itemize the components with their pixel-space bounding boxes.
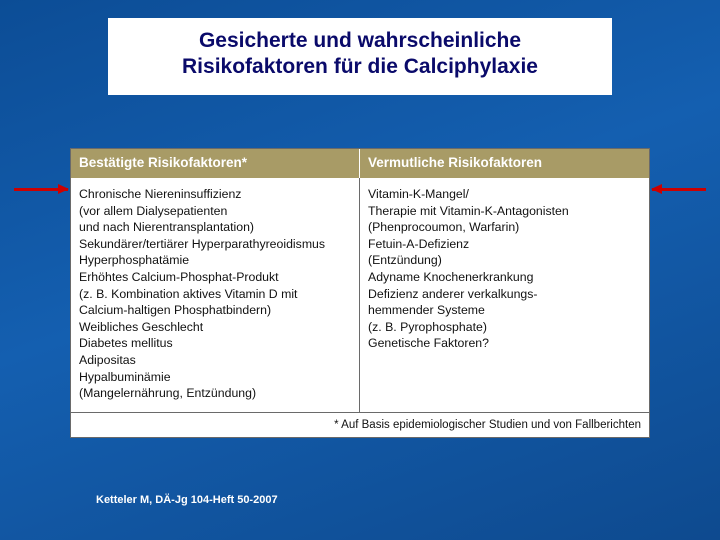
title-line-1: Gesicherte und wahrscheinliche — [199, 29, 521, 52]
table-footnote: * Auf Basis epidemiologischer Studien un… — [71, 412, 649, 437]
table-cell-line: Erhöhtes Calcium-Phosphat-Produkt — [79, 269, 351, 286]
table-cell-line: (Mangelernährung, Entzündung) — [79, 385, 351, 402]
table-header-row: Bestätigte Risikofaktoren* Vermutliche R… — [71, 149, 649, 178]
table-cell-line: Hypalbuminämie — [79, 369, 351, 386]
slide-title-box: Gesicherte und wahrscheinliche Risikofak… — [108, 18, 612, 95]
table-cell-line: Adyname Knochenerkrankung — [368, 269, 641, 286]
table-cell-line: Calcium-haltigen Phosphatbindern) — [79, 302, 351, 319]
table-cell-line: Defizienz anderer verkalkungs- — [368, 286, 641, 303]
citation-text: Ketteler M, DÄ-Jg 104-Heft 50-2007 — [96, 494, 278, 506]
table-cell-line: Fetuin-A-Defizienz — [368, 236, 641, 253]
table-cell-line: Sekundärer/tertiärer Hyperparathyreoidis… — [79, 236, 351, 253]
table-cell-line: (vor allem Dialysepatienten — [79, 203, 351, 220]
highlight-arrow-right — [652, 188, 706, 191]
table-cell-line: Diabetes mellitus — [79, 335, 351, 352]
header-col-confirmed: Bestätigte Risikofaktoren* — [71, 149, 360, 178]
col-confirmed: Chronische Niereninsuffizienz(vor allem … — [71, 178, 360, 412]
slide-title: Gesicherte und wahrscheinliche Risikofak… — [122, 28, 598, 81]
table-cell-line: Weibliches Geschlecht — [79, 319, 351, 336]
table-cell-line: Genetische Faktoren? — [368, 335, 641, 352]
table-cell-line: (Entzündung) — [368, 252, 641, 269]
table-cell-line: Adipositas — [79, 352, 351, 369]
header-col-probable: Vermutliche Risikofaktoren — [360, 149, 649, 178]
table-cell-line: Hyperphosphatämie — [79, 252, 351, 269]
table-body-row: Chronische Niereninsuffizienz(vor allem … — [71, 178, 649, 412]
table-cell-line: Chronische Niereninsuffizienz — [79, 186, 351, 203]
table-cell-line: hemmender Systeme — [368, 302, 641, 319]
table-cell-line: (z. B. Kombination aktives Vitamin D mit — [79, 286, 351, 303]
table-cell-line: (z. B. Pyrophosphate) — [368, 319, 641, 336]
col-probable: Vitamin-K-Mangel/Therapie mit Vitamin-K-… — [360, 178, 649, 412]
risk-factor-table: Bestätigte Risikofaktoren* Vermutliche R… — [70, 148, 650, 438]
table-cell-line: und nach Nierentransplantation) — [79, 219, 351, 236]
table-cell-line: Therapie mit Vitamin-K-Antagonisten — [368, 203, 641, 220]
highlight-arrow-left — [14, 188, 68, 191]
title-line-2: Risikofaktoren für die Calciphylaxie — [182, 55, 538, 78]
table-cell-line: (Phenprocoumon, Warfarin) — [368, 219, 641, 236]
table-cell-line: Vitamin-K-Mangel/ — [368, 186, 641, 203]
